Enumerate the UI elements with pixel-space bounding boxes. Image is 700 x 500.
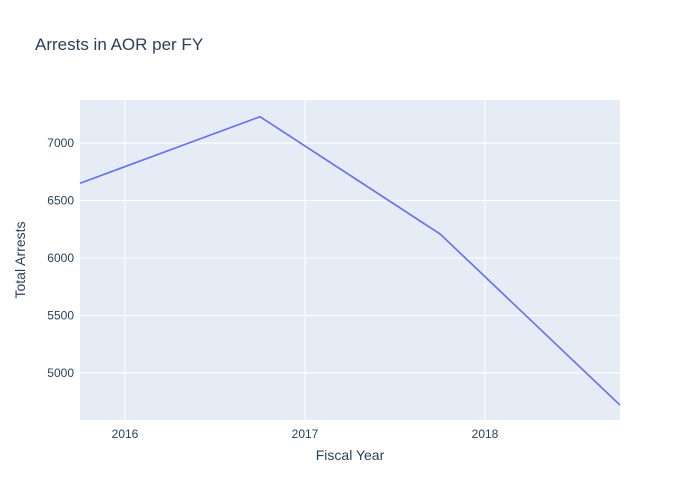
y-tick-label: 6500 [47, 194, 74, 208]
gridlines [80, 100, 620, 420]
x-axis-title: Fiscal Year [316, 447, 385, 463]
series-line-1 [79, 115, 621, 406]
x-tick-label: 2018 [472, 427, 499, 441]
y-tick-label: 7000 [47, 136, 74, 150]
y-tick-label: 5000 [47, 366, 74, 380]
y-axis-ticks: 5000 5500 6000 6500 7000 [47, 136, 74, 380]
x-axis-ticks: 2016 2017 2018 [112, 427, 499, 441]
y-tick-label: 5500 [47, 308, 74, 322]
chart-title: Arrests in AOR per FY [35, 35, 203, 54]
plot-area [80, 100, 620, 420]
y-axis-title: Total Arrests [12, 221, 28, 298]
series-layer [79, 115, 621, 406]
x-tick-label: 2017 [292, 427, 319, 441]
x-tick-label: 2016 [112, 427, 139, 441]
y-tick-label: 6000 [47, 251, 74, 265]
